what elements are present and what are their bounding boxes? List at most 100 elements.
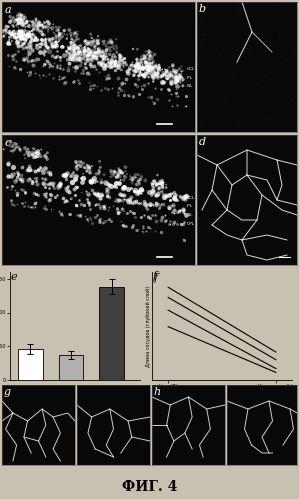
Point	[38, 152, 43, 160]
Point	[75, 165, 80, 173]
Point	[66, 182, 71, 190]
Point	[116, 208, 120, 216]
Point	[130, 208, 135, 216]
Point	[9, 31, 14, 39]
Point	[29, 27, 34, 35]
Point	[73, 43, 77, 51]
Point	[261, 106, 266, 114]
Point	[170, 201, 175, 209]
Point	[7, 18, 12, 26]
Point	[199, 19, 204, 27]
Point	[43, 39, 48, 47]
Point	[30, 177, 34, 185]
Point	[144, 50, 149, 58]
Point	[16, 169, 21, 177]
Point	[78, 210, 83, 218]
Point	[143, 64, 147, 72]
Point	[151, 99, 156, 107]
Point	[141, 72, 146, 80]
Point	[21, 31, 26, 39]
Point	[65, 31, 70, 39]
Point	[36, 150, 41, 158]
Point	[126, 195, 131, 203]
Point	[174, 85, 179, 93]
Text: f: f	[153, 271, 157, 281]
Point	[153, 70, 158, 78]
Point	[148, 51, 152, 59]
Point	[45, 17, 49, 25]
Point	[74, 173, 79, 181]
Point	[33, 34, 38, 42]
Point	[151, 180, 155, 188]
Point	[76, 158, 81, 166]
Point	[76, 49, 81, 57]
Point	[67, 45, 72, 53]
Point	[211, 65, 216, 73]
Point	[41, 59, 46, 67]
Point	[288, 29, 292, 37]
Point	[112, 168, 117, 176]
Point	[43, 164, 48, 172]
Point	[109, 56, 114, 64]
Point	[23, 43, 28, 51]
Point	[69, 43, 74, 51]
Point	[63, 78, 68, 86]
Point	[145, 65, 150, 73]
Point	[145, 93, 150, 101]
Point	[248, 115, 253, 123]
Point	[22, 199, 27, 207]
Point	[42, 202, 47, 210]
Point	[10, 28, 15, 36]
Point	[146, 73, 151, 81]
Point	[85, 55, 90, 63]
Point	[32, 150, 36, 158]
Point	[140, 64, 145, 72]
Point	[56, 25, 60, 33]
Point	[39, 36, 43, 44]
Point	[83, 37, 88, 45]
Point	[51, 43, 56, 51]
Point	[276, 127, 281, 135]
Point	[33, 36, 38, 44]
Point	[146, 63, 151, 71]
Point	[130, 58, 135, 66]
Point	[22, 31, 26, 39]
Point	[179, 74, 184, 82]
Point	[118, 191, 123, 199]
Point	[29, 34, 34, 42]
Point	[113, 61, 118, 69]
Point	[290, 0, 295, 8]
Point	[147, 49, 152, 57]
Point	[150, 187, 155, 195]
Point	[39, 40, 44, 48]
Point	[175, 82, 179, 90]
Point	[0, 27, 5, 35]
Point	[139, 70, 144, 78]
Point	[136, 62, 141, 70]
Point	[90, 219, 94, 227]
Point	[148, 224, 152, 232]
Point	[13, 17, 17, 25]
Point	[93, 190, 98, 198]
Point	[223, 32, 228, 40]
Point	[69, 41, 74, 49]
Point	[150, 53, 155, 61]
Point	[166, 73, 170, 81]
Point	[98, 215, 103, 223]
Point	[109, 182, 114, 190]
Point	[131, 209, 136, 217]
Point	[86, 40, 90, 48]
Point	[118, 81, 123, 89]
Point	[94, 35, 99, 43]
Point	[63, 184, 68, 192]
Point	[222, 92, 227, 100]
Point	[237, 7, 241, 15]
Point	[119, 191, 124, 199]
Point	[10, 52, 15, 60]
Point	[145, 60, 150, 68]
Point	[171, 72, 176, 80]
Point	[39, 21, 44, 29]
Point	[118, 54, 122, 62]
Point	[127, 176, 132, 184]
Point	[204, 55, 209, 63]
